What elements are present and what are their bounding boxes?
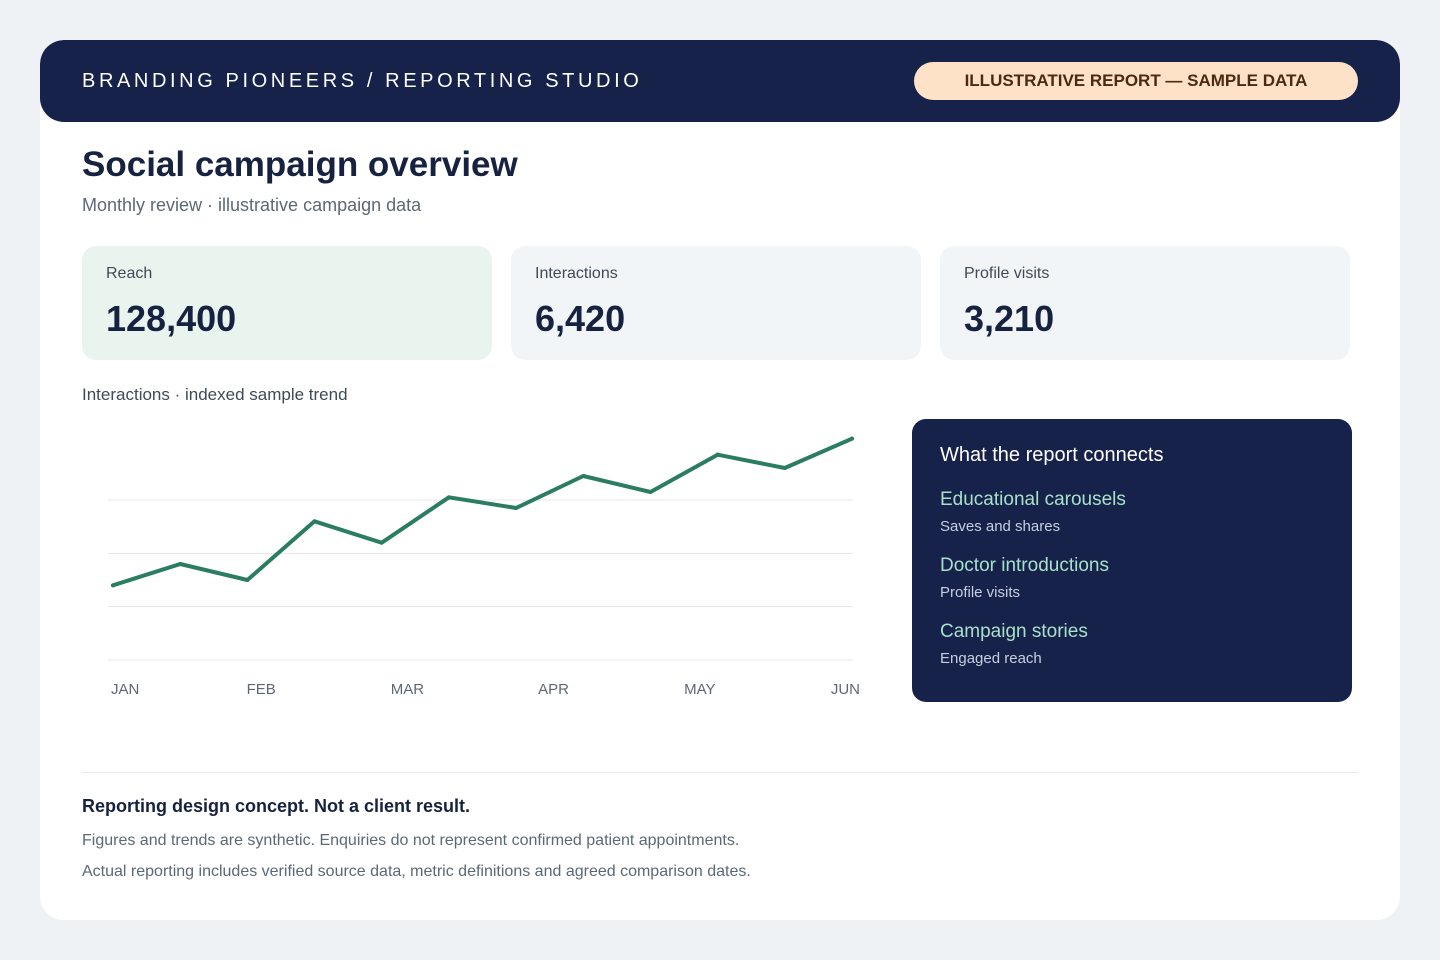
- interactions-line-chart: JAN FEB MAR APR MAY JUN: [108, 436, 860, 698]
- chart-x-tick-label: APR: [538, 681, 569, 698]
- chart-x-tick-label: JAN: [111, 681, 139, 698]
- kpi-label: Reach: [106, 265, 153, 282]
- page-title: Social campaign overview: [82, 145, 518, 184]
- footer-divider: [82, 772, 1358, 773]
- chart-data-point: [648, 490, 653, 494]
- chart-x-tick-label: JUN: [831, 681, 860, 698]
- disclaimer-title: Reporting design concept. Not a client r…: [82, 796, 471, 816]
- chart-x-tick-label: MAR: [391, 681, 425, 698]
- kpi-card-reach: Reach 128,400: [82, 246, 492, 360]
- panel-item-title: Campaign stories: [940, 621, 1088, 642]
- report-card: BRANDING PIONEERS / REPORTING STUDIO ILL…: [40, 40, 1400, 920]
- report-connects-panel: What the report connects Educational car…: [912, 419, 1352, 702]
- chart-x-tick-label: FEB: [247, 681, 276, 698]
- kpi-card-interactions: Interactions 6,420: [511, 246, 921, 360]
- kpi-value: 6,420: [535, 298, 626, 339]
- chart-data-point: [245, 578, 250, 582]
- chart-data-point: [850, 436, 854, 441]
- brand-breadcrumb: BRANDING PIONEERS / REPORTING STUDIO: [82, 70, 643, 92]
- chart-data-point: [379, 540, 384, 545]
- chart-data-point: [178, 562, 183, 566]
- panel-item-doctor-introductions: Doctor introductions Profile visits: [940, 555, 1109, 601]
- header-bar: BRANDING PIONEERS / REPORTING STUDIO ILL…: [40, 40, 1400, 122]
- chart-data-point: [581, 474, 586, 478]
- chart-data-point: [514, 506, 519, 510]
- kpi-label: Profile visits: [964, 265, 1050, 282]
- disclaimer-line: Actual reporting includes verified sourc…: [82, 863, 751, 880]
- panel-item-campaign-stories: Campaign stories Engaged reach: [940, 621, 1088, 667]
- chart-x-tick-label: MAY: [684, 681, 715, 698]
- chart-data-point: [312, 519, 317, 524]
- panel-item-subtitle: Profile visits: [940, 584, 1021, 601]
- kpi-value: 3,210: [964, 298, 1055, 339]
- kpi-label: Interactions: [535, 265, 618, 282]
- panel-item-title: Doctor introductions: [940, 555, 1109, 576]
- chart-title: Interactions · indexed sample trend: [82, 385, 348, 404]
- panel-item-subtitle: Saves and shares: [940, 518, 1061, 535]
- chart-data-point: [715, 452, 720, 457]
- panel-title: What the report connects: [940, 444, 1164, 466]
- panel-item-subtitle: Engaged reach: [940, 650, 1042, 667]
- panel-item-title: Educational carousels: [940, 489, 1126, 510]
- chart-data-point: [782, 466, 787, 470]
- kpi-card-profile-visits: Profile visits 3,210: [940, 246, 1350, 360]
- panel-item-educational-carousels: Educational carousels Saves and shares: [940, 489, 1126, 535]
- page-subtitle: Monthly review · illustrative campaign d…: [82, 195, 422, 215]
- disclaimer-line: Figures and trends are synthetic. Enquir…: [82, 832, 740, 849]
- kpi-value: 128,400: [106, 298, 237, 339]
- sample-data-badge: ILLUSTRATIVE REPORT — SAMPLE DATA: [914, 62, 1358, 100]
- chart-series-line: [111, 436, 854, 588]
- chart-data-point: [446, 495, 451, 500]
- chart-data-point: [111, 583, 115, 588]
